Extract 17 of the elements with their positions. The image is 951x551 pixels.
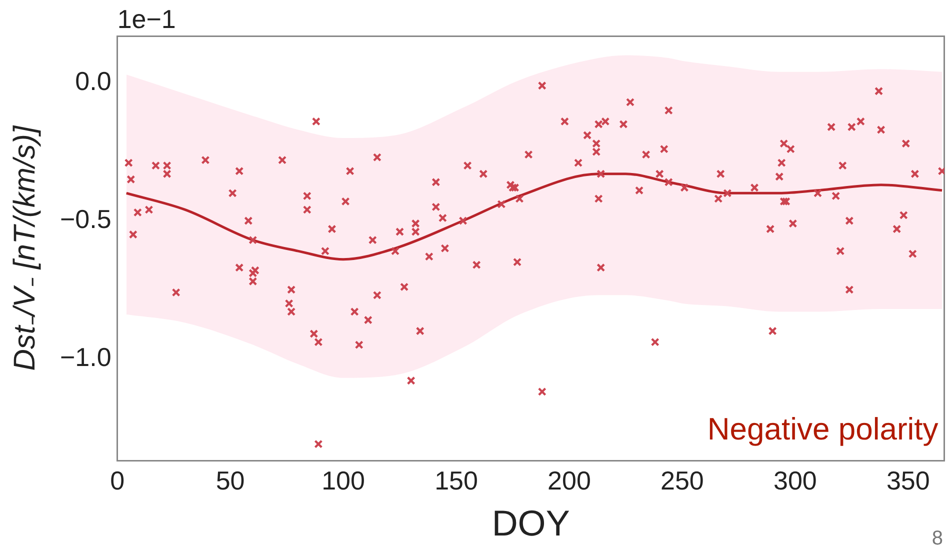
x-tick-label: 50: [216, 465, 245, 496]
annotation: Negative polarity: [707, 412, 939, 447]
x-tick-label: 100: [322, 465, 365, 496]
x-tick-label: 0: [110, 465, 125, 496]
x-tick-label: 250: [660, 465, 704, 496]
x-tick-label: 150: [434, 465, 478, 496]
text: 8: [932, 528, 943, 550]
y-tick-label: −0.5: [60, 204, 112, 234]
x-tick-label: 350: [886, 465, 930, 496]
x-tick-label: 200: [548, 465, 591, 496]
y-tick-label: 0.0: [75, 66, 112, 96]
y-axis-title: Dst₋/V₋ [nT/(km/s)]: [8, 125, 42, 371]
text: 1e−1: [117, 4, 176, 34]
x-tick-label: 300: [773, 465, 817, 496]
x-axis-title: DOY: [492, 502, 570, 544]
line-series: [125, 172, 944, 261]
y-tick-label: −1.0: [60, 342, 112, 372]
